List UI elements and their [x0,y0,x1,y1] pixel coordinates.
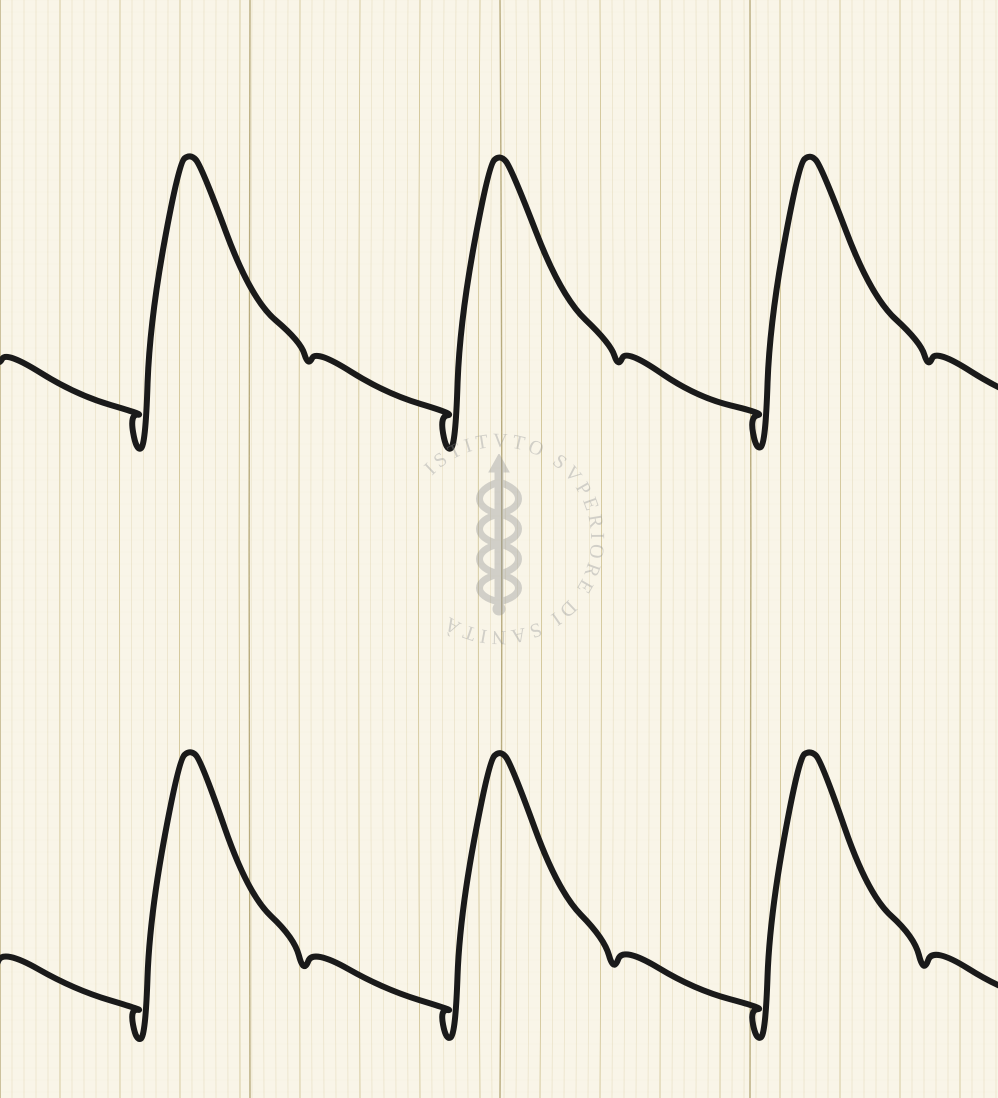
waveform-trace [0,752,998,1039]
waveform-trace [0,156,998,448]
waveform-traces [0,0,998,1098]
chart-recorder-page: ISTITVTO SVPERIORE DI SANITÀ [0,0,998,1098]
